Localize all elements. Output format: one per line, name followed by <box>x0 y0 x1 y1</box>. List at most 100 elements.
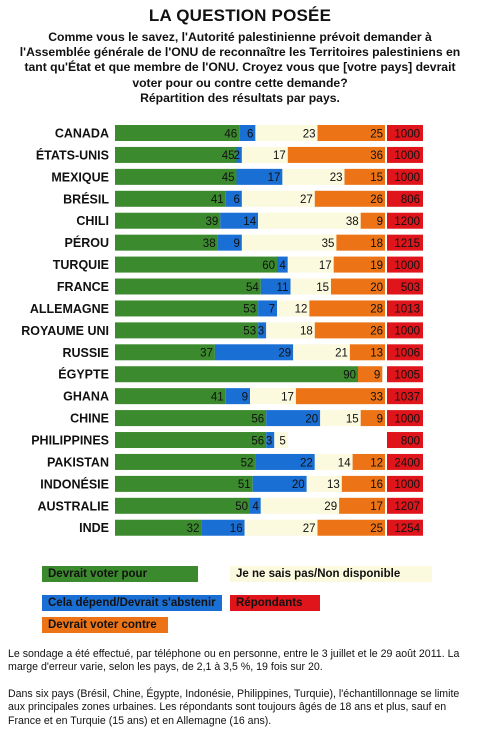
value-label-depend-philippines: 3 <box>266 435 272 447</box>
respondents-box-allemagne <box>387 300 423 317</box>
respondents-label-allemagne: 1013 <box>394 304 420 316</box>
value-label-contre-ghana: 33 <box>370 391 383 403</box>
respondents-label-france: 503 <box>401 282 420 294</box>
bar-nsp-ghana <box>250 388 296 405</box>
category-label-egypte: ÉGYPTE <box>58 367 109 382</box>
bar-pour-bresil <box>115 190 226 207</box>
respondents-box-royaume-uni <box>387 322 423 339</box>
value-label-pour-royaume-uni: 53 <box>243 326 256 338</box>
respondents-label-egypte: 1005 <box>394 370 420 382</box>
bar-depend-france <box>260 278 291 295</box>
bar-pour-pakistan <box>115 453 256 470</box>
category-label-france: FRANCE <box>57 280 109 294</box>
value-label-pour-perou: 38 <box>203 238 216 250</box>
value-label-contre-canada: 25 <box>370 128 383 140</box>
value-label-nsp-ghana: 17 <box>281 391 294 403</box>
value-label-nsp-philippines: 5 <box>279 435 285 447</box>
survey-question: Comme vous le savez, l'Autorité palestin… <box>19 30 461 105</box>
category-label-etats-unis: ÉTATS-UNIS <box>36 147 109 162</box>
bar-nsp-mexique <box>282 168 345 185</box>
respondents-label-pakistan: 2400 <box>394 457 420 469</box>
category-label-royaume-uni: ROYAUME UNI <box>21 324 109 338</box>
bar-nsp-perou <box>241 234 337 251</box>
respondents-label-inde: 1254 <box>394 523 420 535</box>
value-label-pour-pakistan: 52 <box>241 457 254 469</box>
value-label-pour-bresil: 41 <box>211 194 224 206</box>
value-label-pour-australie: 50 <box>235 501 248 513</box>
bar-nsp-royaume-uni <box>266 322 315 339</box>
bar-nsp-bresil <box>241 190 315 207</box>
category-label-allemagne: ALLEMAGNE <box>30 302 109 316</box>
bar-depend-philippines <box>266 432 275 449</box>
legend-pour: Devrait voter pour <box>42 566 198 582</box>
respondents-label-australie: 1207 <box>394 501 420 513</box>
value-label-pour-allemagne: 53 <box>243 304 256 316</box>
bar-contre-australie <box>339 497 385 514</box>
bar-pour-mexique <box>115 168 237 185</box>
legend-contre: Devrait voter contre <box>42 617 168 633</box>
value-label-contre-bresil: 26 <box>370 194 383 206</box>
value-label-contre-chine: 9 <box>377 413 383 425</box>
value-label-depend-royaume-uni: 3 <box>258 326 264 338</box>
bar-nsp-philippines <box>274 432 288 449</box>
value-label-pour-egypte: 90 <box>343 370 356 382</box>
value-label-depend-pakistan: 22 <box>300 457 313 469</box>
bar-nsp-indonesie <box>306 475 342 492</box>
value-label-contre-chili: 9 <box>377 216 383 228</box>
bar-pour-russie <box>115 344 215 361</box>
respondents-label-turquie: 1000 <box>394 260 420 272</box>
bar-depend-canada <box>239 125 256 141</box>
value-label-depend-turquie: 4 <box>279 260 286 272</box>
bar-contre-royaume-uni <box>314 322 385 339</box>
bar-pour-inde <box>115 519 202 536</box>
bar-contre-pakistan <box>352 453 385 470</box>
value-label-depend-france: 11 <box>277 282 289 294</box>
bar-contre-chine <box>360 410 385 427</box>
value-label-nsp-russie: 21 <box>335 348 348 360</box>
bar-depend-royaume-uni <box>258 322 267 339</box>
category-label-australie: AUSTRALIE <box>37 499 109 513</box>
value-label-pour-chine: 56 <box>251 413 264 425</box>
bar-pour-indonesie <box>115 475 253 492</box>
respondents-box-inde <box>387 519 423 536</box>
value-label-depend-inde: 16 <box>230 523 243 535</box>
bar-depend-australie <box>250 497 261 514</box>
respondents-box-indonesie <box>387 475 423 492</box>
bar-pour-perou <box>115 234 218 251</box>
respondents-label-chine: 1000 <box>394 413 420 425</box>
bar-depend-chili <box>220 212 259 229</box>
value-label-depend-canada: 6 <box>247 128 253 140</box>
respondents-box-bresil <box>387 190 423 207</box>
respondents-label-russie: 1006 <box>394 348 420 360</box>
category-label-bresil: BRÉSIL <box>63 191 109 206</box>
category-label-ghana: GHANA <box>63 390 109 404</box>
bar-contre-perou <box>336 234 385 251</box>
value-label-nsp-etats-unis: 17 <box>273 150 286 162</box>
value-label-pour-chili: 39 <box>206 216 219 228</box>
bar-pour-philippines <box>115 432 267 449</box>
value-label-nsp-france: 15 <box>316 282 329 294</box>
value-label-nsp-chili: 38 <box>346 216 359 228</box>
bar-nsp-etats-unis <box>241 146 288 163</box>
value-label-contre-perou: 18 <box>370 238 383 250</box>
value-label-depend-etats-unis: 2 <box>233 150 239 162</box>
category-label-mexique: MEXIQUE <box>51 170 109 184</box>
value-label-contre-france: 20 <box>370 282 383 294</box>
bar-contre-mexique <box>344 168 385 185</box>
bar-nsp-allemagne <box>277 300 310 317</box>
value-label-pour-france: 54 <box>246 282 259 294</box>
bar-contre-russie <box>349 344 385 361</box>
respondents-box-egypte <box>387 366 423 383</box>
category-label-philippines: PHILIPPINES <box>31 434 109 448</box>
value-label-nsp-mexique: 23 <box>330 172 343 184</box>
sampling-note: Dans six pays (Brésil, Chine, Égypte, In… <box>8 688 460 727</box>
respondents-label-philippines: 800 <box>401 435 420 447</box>
bar-depend-indonesie <box>252 475 307 492</box>
respondents-box-australie <box>387 497 423 514</box>
respondents-box-philippines <box>387 432 423 449</box>
value-label-contre-turquie: 19 <box>370 260 383 272</box>
chart-title: LA QUESTION POSÉE <box>148 6 332 25</box>
bar-nsp-chili <box>258 212 361 229</box>
respondents-box-pakistan <box>387 453 423 470</box>
